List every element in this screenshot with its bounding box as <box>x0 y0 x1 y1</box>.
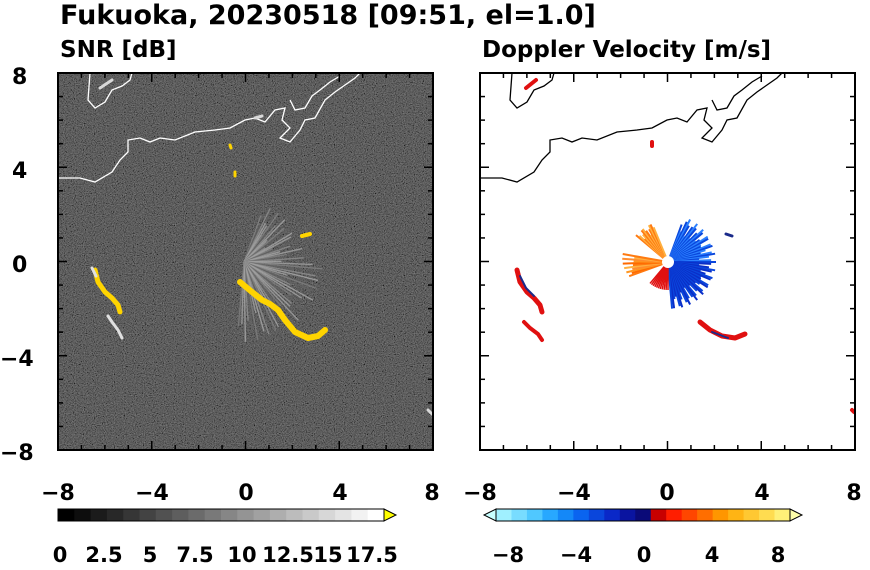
doppler-colorbar-extend-max <box>789 508 804 522</box>
snr-colorbar-segment <box>58 509 75 521</box>
doppler-radar-site <box>662 256 674 268</box>
snr-colorbar-segment <box>302 509 320 521</box>
doppler-colorbar-segment <box>712 509 729 521</box>
doppler-colorbar-segment <box>743 509 760 521</box>
snr-colorbar-segment <box>106 509 124 521</box>
doppler-colorbar-segment <box>542 509 559 521</box>
snr-echo-speck <box>228 143 237 178</box>
snr-x-tick: −4 <box>135 481 169 506</box>
doppler-x-tick: 8 <box>846 481 861 506</box>
snr-colorbar-segment <box>286 509 303 521</box>
snr-colorbar-segment <box>318 509 336 521</box>
doppler-colorbar-segment <box>666 509 683 521</box>
doppler-x-tick: 0 <box>659 481 674 506</box>
snr-echo-northeast <box>300 232 312 238</box>
doppler-echo-southeast-core <box>711 331 729 339</box>
snr-colorbar-segment <box>74 509 91 521</box>
snr-colorbar-segment <box>172 509 189 521</box>
snr-colorbar-extend-max <box>383 508 398 522</box>
doppler-coastline <box>480 73 783 183</box>
doppler-colorbar-segment <box>588 509 605 521</box>
snr-x-tick: 0 <box>238 481 253 506</box>
snr-colorbar-tick: 2.5 <box>85 543 122 567</box>
snr-y-tick: 4 <box>12 159 27 184</box>
snr-clutter-fan <box>237 207 323 342</box>
snr-panel-title: SNR [dB] <box>60 37 177 63</box>
doppler-colorbar-segment <box>573 509 590 521</box>
doppler-colorbar-segment <box>697 509 714 521</box>
doppler-echo-west <box>514 267 545 315</box>
doppler-colorbar-segment <box>759 509 775 521</box>
snr-colorbar-segment <box>139 509 157 521</box>
doppler-x-tick: −8 <box>463 481 497 506</box>
doppler-panel-title: Doppler Velocity [m/s] <box>482 37 771 63</box>
doppler-echo-speck <box>724 232 734 238</box>
snr-colorbar-tick: 17.5 <box>346 543 398 567</box>
snr-y-tick: −4 <box>0 347 34 372</box>
doppler-x-tick: 4 <box>754 481 769 506</box>
snr-colorbar-segment <box>188 509 206 521</box>
snr-tick-marks <box>57 72 434 451</box>
doppler-colorbar-segment <box>650 509 667 521</box>
doppler-tick-marks <box>479 72 856 451</box>
snr-colorbar-tick: 15 <box>313 543 342 567</box>
snr-panel: SNR [dB] 8 4 0 −4 −8 −8 −4 0 4 8 0 2.5 5… <box>0 37 440 567</box>
snr-colorbar-segment <box>90 509 108 521</box>
doppler-echo-west-lower <box>522 320 544 342</box>
snr-colorbar-segment <box>123 509 140 521</box>
doppler-echo-top <box>524 78 855 414</box>
snr-colorbar-segment <box>269 509 287 521</box>
snr-colorbar-tick: 5 <box>143 543 158 567</box>
doppler-colorbar-segment <box>635 509 652 521</box>
doppler-colorbar-extend-min <box>482 508 497 522</box>
snr-colorbar-tick: 10 <box>227 543 256 567</box>
snr-y-tick: 8 <box>12 65 27 90</box>
snr-y-tick: −8 <box>0 441 34 466</box>
snr-colorbar-segment <box>204 509 222 521</box>
doppler-panel: Doppler Velocity [m/s] −8 −4 0 4 8 −8 −4… <box>463 37 862 567</box>
velocity-ray-away <box>622 253 669 263</box>
snr-colorbar-segment <box>335 509 352 521</box>
doppler-colorbar-segment <box>728 509 744 521</box>
figure-title: Fukuoka, 20230518 [09:51, el=1.0] <box>60 0 596 31</box>
doppler-colorbar-segment <box>496 509 512 521</box>
doppler-colorbar-segment <box>681 509 698 521</box>
snr-colorbar-tick: 12.5 <box>262 543 314 567</box>
doppler-colorbar-segment <box>511 509 528 521</box>
doppler-echo-west-core <box>519 275 535 297</box>
snr-colorbar-tick: 0 <box>53 543 68 567</box>
snr-colorbar-segment <box>351 509 369 521</box>
doppler-colorbar-tick: 4 <box>705 543 720 567</box>
snr-colorbar <box>57 508 398 522</box>
doppler-colorbar <box>482 508 804 522</box>
snr-echo-top <box>98 78 433 416</box>
snr-echo-west-edge <box>90 266 124 340</box>
snr-y-tick: 0 <box>12 253 27 278</box>
doppler-colorbar-segment <box>557 509 574 521</box>
doppler-colorbar-segment <box>526 509 543 521</box>
snr-colorbar-tick: 7.5 <box>176 543 213 567</box>
doppler-colorbar-tick: −8 <box>492 543 524 567</box>
snr-colorbar-segment <box>237 509 254 521</box>
snr-x-tick: −8 <box>41 481 75 506</box>
doppler-colorbar-tick: −4 <box>560 543 592 567</box>
snr-clutter-ray <box>237 261 245 327</box>
snr-colorbar-segment <box>253 509 271 521</box>
velocity-ray-away <box>652 226 669 263</box>
doppler-colorbar-segment <box>774 509 791 521</box>
snr-echo-west <box>92 267 123 315</box>
snr-echo-southeast <box>237 279 328 341</box>
doppler-colorbar-tick: 8 <box>771 543 786 567</box>
snr-x-tick: 4 <box>332 481 347 506</box>
doppler-colorbar-segment <box>604 509 621 521</box>
doppler-velocity-fan <box>622 219 716 309</box>
snr-colorbar-segment <box>155 509 173 521</box>
doppler-colorbar-tick: 0 <box>637 543 652 567</box>
doppler-colorbar-segment <box>619 509 636 521</box>
snr-x-tick: 8 <box>424 481 439 506</box>
doppler-x-tick: −4 <box>557 481 591 506</box>
snr-colorbar-segment <box>367 509 385 521</box>
snr-colorbar-segment <box>221 509 238 521</box>
